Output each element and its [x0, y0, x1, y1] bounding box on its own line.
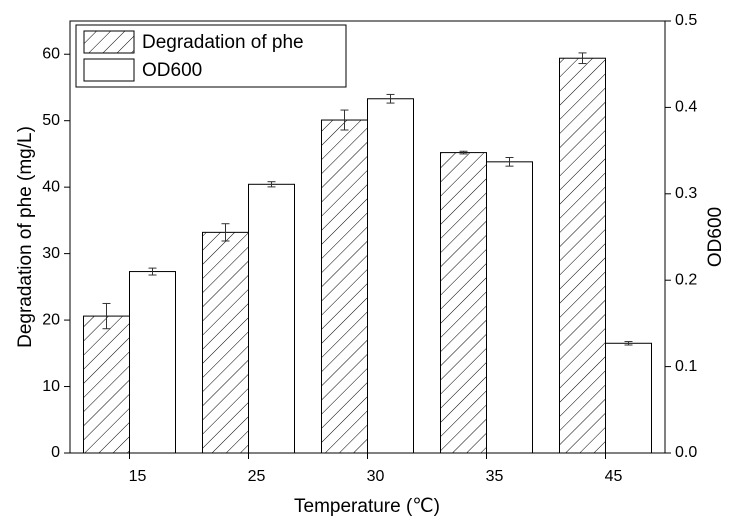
y2-tick-label: 0.0 — [675, 444, 697, 461]
y-axis-title: Degradation of phe (mg/L) — [15, 126, 36, 348]
y2-axis-title: OD600 — [705, 207, 726, 267]
error-bar — [221, 223, 230, 242]
bar — [321, 119, 368, 454]
x-tick-label: 25 — [248, 468, 266, 485]
bar — [559, 57, 606, 454]
error-bar — [459, 150, 468, 155]
bar — [440, 152, 487, 454]
y2-tick-label: 0.5 — [675, 12, 697, 29]
y2-tick-label: 0.4 — [675, 99, 697, 116]
x-tick-label: 45 — [605, 468, 623, 485]
y2-tick-label: 0.2 — [675, 271, 697, 288]
y-tick-label: 0 — [51, 444, 60, 461]
bar — [605, 342, 652, 454]
y2-tick-label: 0.3 — [675, 185, 697, 202]
y-tick-label: 10 — [42, 378, 60, 395]
plot-frame — [69, 20, 666, 454]
y-tick-label: 40 — [42, 178, 60, 195]
x-tick-label: 15 — [129, 468, 147, 485]
bar — [248, 183, 295, 454]
legend-swatch — [83, 30, 135, 54]
bar — [486, 161, 533, 454]
x-tick-label: 35 — [486, 468, 504, 485]
error-bar — [102, 302, 111, 330]
y2-tick-label: 0.1 — [675, 358, 697, 375]
y-tick-label: 30 — [42, 245, 60, 262]
bar — [202, 231, 249, 454]
error-bar — [148, 267, 157, 276]
y-tick-label: 50 — [42, 112, 60, 129]
y-tick-label: 60 — [42, 45, 60, 62]
legend-swatch — [83, 58, 135, 82]
y-tick-label: 20 — [42, 311, 60, 328]
bar — [367, 98, 414, 454]
bar — [83, 315, 130, 454]
error-bar — [267, 181, 276, 188]
error-bar — [578, 52, 587, 65]
error-bar — [386, 93, 395, 104]
bar — [129, 271, 176, 454]
error-bar — [505, 157, 514, 167]
legend-label: Degradation of phe — [142, 32, 304, 53]
x-tick-label: 30 — [367, 468, 385, 485]
error-bar — [340, 109, 349, 131]
legend-label: OD600 — [142, 60, 202, 81]
error-bar — [624, 341, 633, 346]
x-axis-title: Temperature (℃) — [294, 496, 440, 517]
